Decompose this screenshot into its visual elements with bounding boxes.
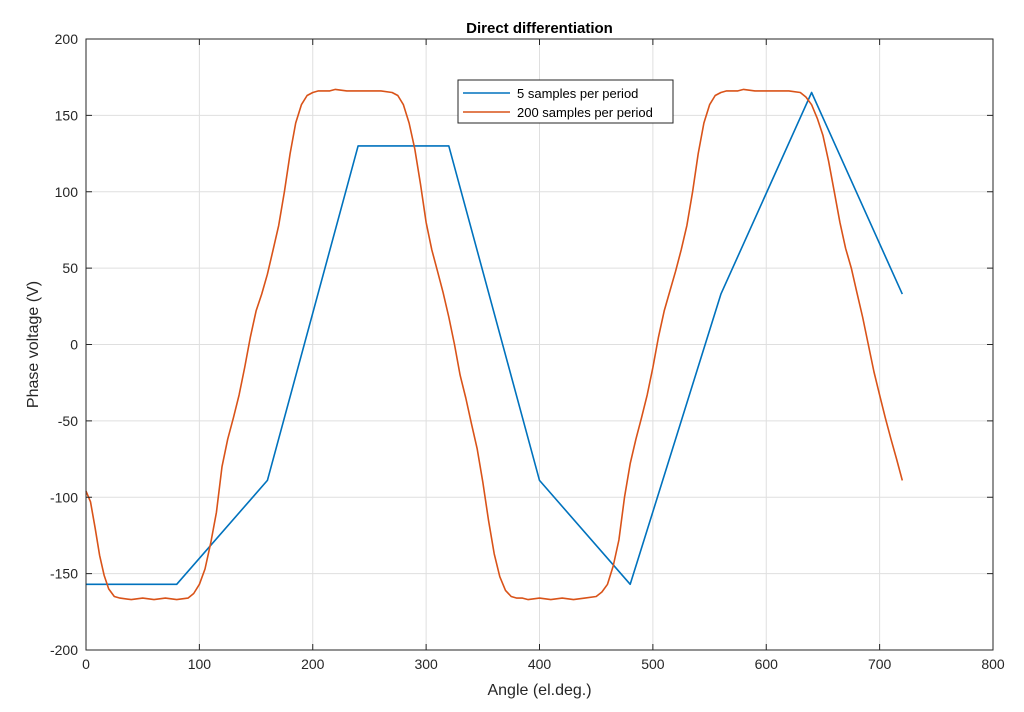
y-tick-label: 50 — [62, 260, 78, 276]
y-tick-label: 150 — [55, 107, 79, 123]
y-tick-label: 0 — [70, 337, 78, 353]
x-tick-label: 500 — [641, 656, 665, 672]
series-line-5-samples — [86, 91, 904, 586]
legend-box — [457, 79, 674, 124]
x-tick-label: 200 — [301, 656, 325, 672]
y-tick-label: 200 — [55, 31, 79, 47]
y-tick-label: 100 — [55, 184, 79, 200]
x-tick-label: 300 — [414, 656, 438, 672]
tick-labels: 0 100 200 300 400 500 600 700 800-200-150-100-50… — [50, 31, 1005, 672]
y-tick-label: -50 — [58, 413, 78, 429]
series-line-200-samples — [85, 88, 904, 601]
x-tick-label: 100 — [188, 656, 212, 672]
chart-title: Direct differentiation — [466, 20, 613, 37]
x-tick-label: 600 — [755, 656, 779, 672]
x-tick-label: 700 — [868, 656, 892, 672]
series-group — [85, 88, 904, 601]
legend-label-5-samples: 5 samples per period — [517, 86, 638, 101]
y-tick-label: -200 — [50, 642, 78, 658]
y-tick-label: -150 — [50, 566, 78, 582]
ticks — [85, 38, 994, 651]
x-tick-label: 0 — [82, 656, 90, 672]
y-axis-label: Phase voltage (V) — [25, 281, 42, 408]
x-axis-label: Angle (el.deg.) — [487, 682, 591, 699]
x-tick-label: 800 — [981, 656, 1005, 672]
x-tick-label: 400 — [528, 656, 552, 672]
legend: 5 samples per period 200 samples per per… — [457, 79, 674, 124]
legend-label-200-samples: 200 samples per period — [517, 105, 653, 120]
y-tick-label: -100 — [50, 489, 78, 505]
